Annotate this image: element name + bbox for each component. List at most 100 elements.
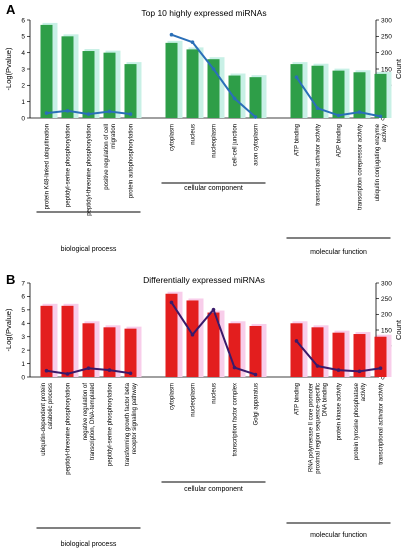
- y2-tick-label: 0: [381, 374, 385, 381]
- category-label: peptidyl-threonine phosphorylation: [87, 124, 93, 216]
- bar: [290, 323, 303, 377]
- y-tick-label: 2: [21, 83, 25, 90]
- bar: [61, 36, 74, 119]
- y-tick-label: 3: [21, 66, 25, 73]
- category-label: ADP binding: [337, 124, 343, 157]
- count-point: [190, 332, 195, 337]
- panel-letter: B: [6, 272, 15, 287]
- count-point: [107, 109, 112, 114]
- group-label: molecular function: [310, 249, 367, 256]
- y-axis-label: -Log(Pvalue): [4, 308, 13, 351]
- count-point: [128, 112, 133, 116]
- bar: [249, 325, 262, 377]
- y2-tick-label: 200: [381, 312, 392, 319]
- count-point: [44, 368, 49, 373]
- y2-tick-label: 0: [381, 115, 385, 122]
- count-point: [232, 365, 237, 370]
- category-label: nucleoplasm: [212, 124, 218, 158]
- y2-axis-label: Count: [394, 58, 403, 79]
- bar: [124, 64, 137, 118]
- y-tick-label: 7: [21, 280, 25, 287]
- y-tick-label: 4: [21, 321, 25, 328]
- count-point: [65, 372, 70, 376]
- y2-tick-label: 300: [381, 280, 392, 287]
- bar: [61, 305, 74, 377]
- category-label: nucleus: [212, 383, 218, 404]
- y-tick-label: 4: [21, 50, 25, 57]
- bar: [311, 327, 324, 377]
- count-point: [211, 67, 216, 71]
- count-point: [294, 75, 299, 79]
- bar: [353, 72, 366, 118]
- category-label: transcription corepressor activity: [358, 124, 364, 210]
- count-point: [190, 40, 195, 45]
- y-tick-label: 5: [21, 307, 25, 314]
- category-label: protein K48-linked ubiquitination: [45, 124, 51, 209]
- group-label: cellular component: [184, 486, 243, 493]
- category-label: axon cytoplasm: [254, 124, 260, 166]
- count-point: [315, 364, 320, 368]
- group-label: cellular component: [184, 185, 243, 192]
- count-point: [232, 96, 237, 101]
- category-label: ATP binding: [295, 124, 301, 156]
- category-label: cytoplasm: [170, 383, 176, 410]
- y2-tick-label: 150: [381, 66, 392, 73]
- category-label: cytoplasm: [170, 124, 176, 151]
- y2-tick-label: 250: [381, 296, 392, 303]
- category-label: transcriptional activator activity: [379, 383, 385, 465]
- y-tick-label: 0: [21, 374, 25, 381]
- count-point: [253, 372, 258, 377]
- y2-tick-label: 200: [381, 50, 392, 57]
- count-point: [336, 368, 341, 372]
- category-label: ubiquitin-dependent proteincatabolic pro…: [41, 383, 54, 456]
- y-tick-label: 3: [21, 334, 25, 341]
- category-label: peptidyl-threonine phosphorylation: [66, 383, 72, 475]
- bar: [186, 300, 199, 377]
- y-tick-label: 6: [21, 294, 25, 301]
- count-point: [378, 366, 383, 371]
- category-label: transcriptional activator activity: [316, 124, 322, 206]
- category-label: transcription factor complex: [233, 383, 239, 456]
- count-point: [107, 368, 112, 372]
- bar: [207, 312, 220, 377]
- bar: [249, 77, 262, 118]
- y2-tick-label: 250: [381, 34, 392, 41]
- category-label: nucleoplasm: [191, 383, 197, 417]
- count-point: [357, 369, 362, 374]
- y-tick-label: 6: [21, 17, 25, 24]
- count-point: [169, 32, 174, 37]
- y2-tick-label: 150: [381, 327, 392, 334]
- category-label: ATP binding: [295, 383, 301, 415]
- category-label: RNA polymerase II core promoterproximal …: [308, 383, 328, 474]
- category-label: peptidyl-serine phosphorylation: [66, 124, 72, 207]
- panel-letter: A: [6, 2, 16, 17]
- bar: [82, 323, 95, 377]
- category-label: protein tyrosine phosphataseactivity: [354, 382, 367, 460]
- count-point: [65, 109, 70, 113]
- y2-tick-label: 300: [381, 17, 392, 24]
- count-point: [86, 366, 91, 371]
- bar: [290, 64, 303, 118]
- bar: [332, 70, 345, 118]
- y-tick-label: 5: [21, 34, 25, 41]
- y-tick-label: 1: [21, 99, 25, 106]
- group-label: biological process: [61, 246, 117, 253]
- category-label: negative regulation oftranscription, DNA…: [83, 383, 96, 460]
- count-point: [169, 300, 174, 305]
- count-point: [211, 307, 216, 312]
- category-label: protein kinase activity: [337, 383, 343, 440]
- y-tick-label: 2: [21, 347, 25, 354]
- count-point: [378, 114, 383, 119]
- count-point: [357, 110, 362, 114]
- bar: [40, 24, 53, 118]
- category-label: positive regulation of cellmigration: [104, 124, 117, 190]
- y-tick-label: 1: [21, 361, 25, 368]
- category-label: cell-cell junction: [233, 124, 239, 166]
- category-label: peptidyl-serine phosphorylation: [108, 383, 114, 466]
- category-label: transforming growth factor betareceptor …: [125, 382, 138, 466]
- group-label: biological process: [61, 541, 117, 548]
- chart-title: Top 10 highly expressed miRNAs: [141, 8, 266, 18]
- bar: [124, 328, 137, 377]
- bar: [332, 332, 345, 377]
